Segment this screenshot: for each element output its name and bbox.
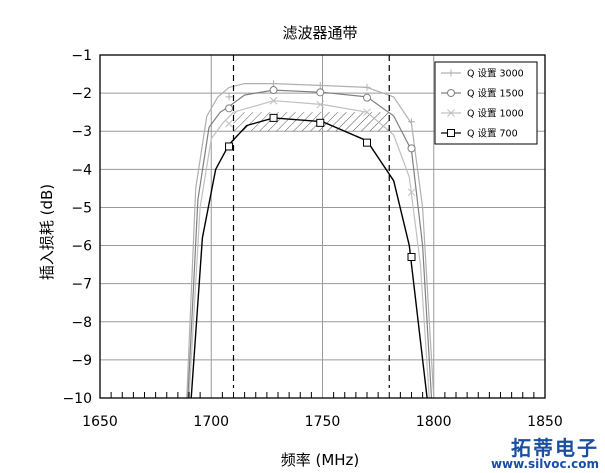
x-axis-label: 频率 (MHz) — [281, 451, 360, 469]
data-point-2 — [407, 144, 416, 153]
series-line-4 — [190, 117, 428, 398]
data-point-3 — [316, 100, 325, 109]
data-point-4 — [225, 142, 234, 151]
data-point-3 — [225, 119, 233, 128]
data-point-2 — [225, 104, 234, 113]
data-point-4 — [363, 138, 371, 147]
series-line-3 — [188, 100, 430, 398]
spec-band — [233, 112, 390, 132]
data-point-1 — [363, 83, 371, 91]
legend-label-2: Q 设置 1500 — [467, 89, 524, 100]
legend-marker-4 — [447, 129, 455, 137]
data-point-1 — [316, 81, 324, 89]
legend-label-1: Q 设置 3000 — [467, 69, 524, 80]
x-tick-label: 1850 — [527, 414, 563, 430]
data-point-1 — [225, 93, 233, 101]
legend-marker-3 — [447, 109, 455, 117]
y-tick-label: −1 — [71, 48, 92, 64]
y-tick-label: −8 — [71, 315, 92, 331]
series-line-2 — [187, 89, 433, 398]
data-point-3 — [363, 108, 371, 117]
data-point-3 — [407, 188, 416, 197]
legend-label-3: Q 设置 1000 — [467, 109, 524, 120]
legend-marker-1 — [447, 69, 455, 77]
y-tick-label: −9 — [71, 353, 92, 369]
y-tick-label: −10 — [62, 391, 92, 407]
watermark-brand: 拓蒂电子 — [511, 436, 599, 460]
data-point-4 — [269, 113, 278, 122]
x-tick-label: 1700 — [193, 414, 229, 430]
x-tick-label: 1650 — [82, 414, 118, 430]
watermark-url: www.silvoc.com — [490, 457, 599, 471]
y-tick-label: −2 — [71, 86, 92, 102]
y-tick-label: −6 — [71, 239, 92, 255]
legend-label-4: Q 设置 700 — [467, 129, 518, 140]
plot-frame — [99, 54, 546, 399]
x-tick-label: 1800 — [416, 414, 452, 430]
data-point-4 — [407, 252, 416, 261]
legend-marker-2 — [447, 89, 455, 97]
data-point-3 — [269, 96, 278, 105]
y-tick-label: −3 — [71, 124, 92, 140]
x-tick-label: 1750 — [305, 414, 341, 430]
data-point-2 — [316, 88, 325, 97]
y-tick-label: −7 — [71, 277, 92, 293]
y-axis-label: 插入损耗 (dB) — [38, 184, 56, 280]
y-tick-label: −5 — [71, 200, 92, 216]
plot-area: −10 −9 −8 −7 −6 −5 −4 −3 −2 −1 1650 1700 1750 1800 185… — [62, 48, 562, 430]
data-point-2 — [363, 93, 371, 102]
data-point-2 — [269, 86, 278, 95]
data-point-1 — [270, 80, 278, 88]
chart-title: 滤波器通带 — [282, 24, 357, 42]
y-tick-label: −4 — [71, 162, 92, 178]
data-point-4 — [316, 118, 325, 127]
data-point-1 — [408, 118, 415, 126]
